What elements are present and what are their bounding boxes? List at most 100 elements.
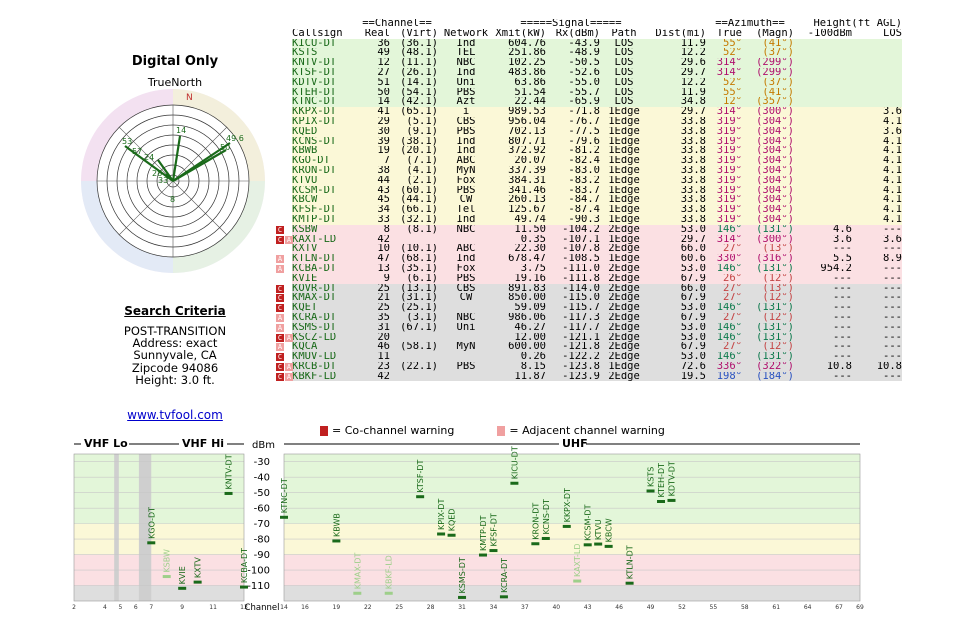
station-bar[interactable] [458, 595, 467, 599]
callsign[interactable]: KRON-DT [292, 165, 337, 176]
callsign[interactable]: KMUV-LD [292, 352, 337, 362]
station-bar[interactable] [667, 498, 676, 502]
station-row[interactable]: KTSF-DT 27 (26.1) Ind 483.86 -52.6 LOS 29.7 314°… [292, 67, 902, 78]
station-row[interactable]: KSCZ-LD 20 12.00 -121.1 2Edge 53.0 146° (131°) -… [292, 332, 902, 343]
station-row[interactable]: KMAX-DT 21 (31.1) CW 850.00 -115.0 2Edge 67.9 27… [292, 293, 902, 304]
station-bar[interactable] [573, 579, 582, 583]
station-row[interactable]: KTVU 44 (2.1) Fox 384.31 -83.2 1Edge 33.8 319° (3… [292, 175, 902, 186]
callsign[interactable]: KNTV-DT [292, 58, 337, 68]
callsign[interactable]: KTSF-DT [292, 67, 337, 78]
callsign[interactable]: KSBW [292, 224, 318, 235]
callsign[interactable]: KBKF-LD [292, 371, 337, 382]
station-bar[interactable] [178, 586, 187, 590]
station-row[interactable]: KBKF-LD 42 11.87 -123.9 2Edge 19.5 198° (184°) -… [292, 371, 902, 382]
station-bar[interactable] [332, 539, 341, 543]
station-row[interactable]: KCBA-DT 13 (35.1) Fox 3.75 -111.0 2Edge 53.0 146… [292, 263, 902, 274]
callsign[interactable]: KPIX-DT [292, 116, 337, 127]
callsign[interactable]: KMTP-DT [292, 214, 337, 225]
callsign[interactable]: KSTS [292, 48, 318, 59]
station-row[interactable]: KSTS 49 (48.1) TEL 251.86 -48.9 LOS 12.2 52° (37°… [292, 48, 902, 59]
station-row[interactable]: KBCW 45 (44.1) CW 260.13 -84.7 1Edge 33.8 319° (3… [292, 195, 902, 206]
station-bar[interactable] [162, 575, 171, 579]
station-row[interactable]: KPIX-DT 29 (5.1) CBS 956.04 -76.7 1Edge 33.8 319… [292, 116, 902, 127]
station-bar[interactable] [489, 549, 498, 553]
station-bar[interactable] [478, 553, 487, 557]
station-row[interactable]: KSMS-DT 31 (67.1) Uni 46.27 -117.7 2Edge 53.0 14… [292, 322, 902, 333]
station-row[interactable]: KCRA-DT 35 (3.1) NBC 986.06 -117.3 2Edge 67.9 27… [292, 312, 902, 323]
station-row[interactable]: KTEH-DT 50 (54.1) PBS 51.54 -55.7 LOS 11.9 55° (4… [292, 87, 902, 98]
station-row[interactable]: KMTP-DT 33 (32.1) Ind 49.74 -90.3 1Edge 33.8 319… [292, 214, 902, 225]
station-row[interactable]: KOVR-DT 25 (13.1) CBS 891.83 -114.0 2Edge 66.0 2… [292, 283, 902, 294]
station-bar[interactable] [240, 585, 248, 589]
callsign[interactable]: KDTV-DT [292, 77, 337, 88]
callsign[interactable]: KGO-DT [292, 156, 330, 166]
callsign[interactable]: KQED [292, 126, 318, 137]
station-bar[interactable] [437, 532, 446, 536]
callsign[interactable]: KFSF-DT [292, 205, 337, 215]
station-bar[interactable] [625, 581, 634, 585]
callsign[interactable]: KKPX-DT [292, 107, 337, 117]
station-row[interactable]: KRCB-DT 23 (22.1) PBS 8.15 -123.8 1Edge 72.6 336… [292, 361, 902, 372]
station-row[interactable]: KICU-DT 36 (36.1) Ind 604.76 -43.9 LOS 11.9 55° (… [292, 38, 902, 49]
callsign[interactable]: KICU-DT [292, 38, 337, 49]
callsign[interactable]: KXTV [292, 244, 318, 255]
callsign[interactable]: KSMS-DT [292, 322, 337, 333]
station-bar[interactable] [583, 543, 592, 547]
site-link[interactable]: www.tvfool.com [127, 408, 223, 422]
station-row[interactable]: KGO-DT 7 (7.1) ABC 20.07 -82.4 1Edge 33.8 319° (3… [292, 156, 902, 166]
station-bar[interactable] [416, 495, 425, 499]
station-bar[interactable] [541, 536, 550, 540]
station-row[interactable]: KQCA 46 (58.1) MyN 600.00 -121.8 2Edge 67.9 27° (… [292, 342, 902, 353]
station-row[interactable]: KKPX-DT 41 (65.1) i 989.53 -71.8 1Edge 29.7 314°… [292, 107, 902, 117]
callsign[interactable]: KRCB-DT [292, 361, 337, 372]
station-bar[interactable] [224, 491, 233, 495]
callsign[interactable]: KQET [292, 303, 318, 313]
station-row[interactable]: KTLN-DT 47 (68.1) Ind 678.47 -108.5 1Edge 60.6 3… [292, 254, 902, 264]
station-bar[interactable] [646, 489, 655, 493]
station-row[interactable]: KRON-DT 38 (4.1) MyN 337.39 -83.0 1Edge 33.8 319… [292, 165, 902, 176]
station-row[interactable]: KXTV 10 (10.1) ABC 22.30 -107.8 2Edge 66.0 27° (1… [292, 244, 902, 255]
station-row[interactable]: KCNS-DT 39 (38.1) Ind 807.71 -79.6 1Edge 33.8 31… [292, 136, 902, 147]
callsign[interactable]: KCRA-DT [292, 312, 337, 323]
station-bar[interactable] [447, 533, 456, 537]
station-row[interactable]: KAXT-LD 42 0.35 -107.1 1Edge 29.7 314° (300°) 3.… [292, 234, 902, 245]
station-bar[interactable] [604, 544, 613, 548]
callsign[interactable]: KCNS-DT [292, 136, 337, 147]
callsign[interactable]: KTVU [292, 175, 318, 186]
callsign[interactable]: KCSM-DT [292, 185, 337, 196]
callsign[interactable]: KMAX-DT [292, 293, 337, 304]
station-bar[interactable] [193, 580, 202, 584]
callsign[interactable]: KBWB [292, 146, 318, 157]
station-row[interactable]: KFSF-DT 34 (66.1) Tel 125.67 -87.4 1Edge 33.8 31… [292, 205, 902, 215]
station-row[interactable]: KMUV-LD 11 0.26 -122.2 2Edge 53.0 146° (131°) --… [292, 352, 902, 362]
station-row[interactable]: KTNC-DT 14 (42.1) Azt 22.44 -65.9 LOS 34.8 12° (3… [292, 97, 902, 108]
station-bar[interactable] [353, 591, 362, 595]
station-row[interactable]: KNTV-DT 12 (11.1) NBC 102.25 -50.5 LOS 29.6 314°… [292, 58, 902, 68]
station-bar[interactable] [594, 542, 603, 546]
callsign[interactable]: KQCA [292, 342, 318, 353]
callsign[interactable]: KSCZ-LD [292, 332, 337, 343]
callsign[interactable]: KVIE [292, 273, 318, 284]
callsign[interactable]: KTLN-DT [292, 254, 337, 264]
callsign[interactable]: KBCW [292, 195, 318, 206]
station-bar[interactable] [657, 500, 666, 504]
station-row[interactable]: KQED 30 (9.1) PBS 702.13 -77.5 1Edge 33.8 319° (3… [292, 126, 902, 137]
station-bar[interactable] [562, 524, 571, 528]
callsign[interactable]: KTNC-DT [292, 97, 337, 108]
callsign[interactable]: KCBA-DT [292, 263, 337, 274]
callsign[interactable]: KAXT-LD [292, 234, 337, 245]
station-bar[interactable] [280, 515, 288, 519]
callsign[interactable]: KOVR-DT [292, 283, 337, 294]
station-bar[interactable] [384, 591, 393, 595]
station-row[interactable]: KCSM-DT 43 (60.1) PBS 341.46 -83.7 1Edge 33.8 31… [292, 185, 902, 196]
station-row[interactable]: KBWB 19 (20.1) Ind 372.92 -81.2 1Edge 33.8 319° (… [292, 146, 902, 157]
station-bar[interactable] [147, 541, 156, 545]
station-bar[interactable] [531, 542, 540, 546]
station-row[interactable]: KDTV-DT 51 (14.1) Uni 63.86 -55.0 LOS 12.2 52° (3… [292, 77, 902, 88]
station-row[interactable]: KSBW 8 (8.1) NBC 11.50 -104.2 2Edge 53.0 146° (13… [292, 224, 902, 235]
station-row[interactable]: KQET 25 (25.1) 59.09 -115.7 2Edge 53.0 146° (131… [292, 303, 902, 313]
station-row[interactable]: KVIE 9 (6.1) PBS 19.16 -111.8 2Edge 67.9 26° (12°… [292, 273, 902, 284]
callsign[interactable]: KTEH-DT [292, 87, 337, 98]
station-bar[interactable] [510, 481, 519, 485]
station-bar[interactable] [499, 595, 508, 599]
